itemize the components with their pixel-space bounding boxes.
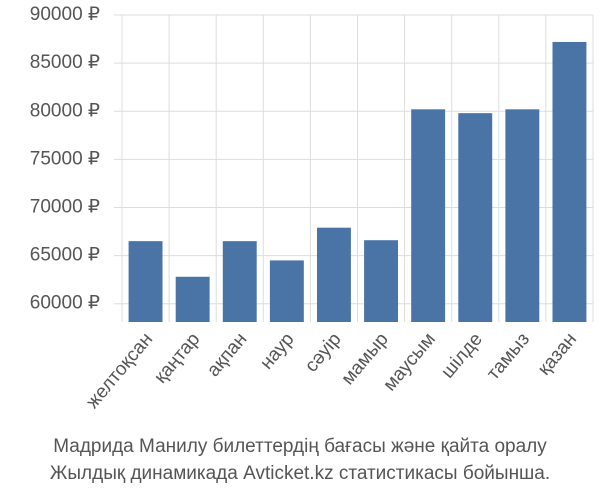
x-tick-label: сәуір (301, 329, 346, 376)
bar (175, 276, 210, 322)
bar (505, 109, 540, 322)
bar (128, 241, 163, 322)
y-tick-label: 85000 ₽ (30, 52, 100, 73)
bar (458, 113, 493, 322)
x-tick-label: қазан (534, 329, 581, 380)
chart-title: Мадрида Манилу билеттердің бағасы және қ… (53, 436, 547, 457)
bar (269, 260, 304, 322)
x-tick-label: ақпан (203, 329, 251, 381)
y-tick-label: 60000 ₽ (30, 293, 100, 314)
y-tick-label: 65000 ₽ (30, 245, 100, 266)
bar (316, 227, 351, 322)
x-tick-label: қаңтар (150, 329, 204, 388)
x-tick-label: шілде (437, 329, 487, 383)
x-tick-label: тамыз (483, 329, 534, 384)
y-tick-label: 75000 ₽ (30, 148, 100, 169)
bar (411, 109, 446, 322)
x-tick-label: наур (256, 329, 298, 374)
bar (364, 240, 399, 322)
x-tick-label: желтоқсан (82, 329, 157, 413)
y-tick-label: 70000 ₽ (30, 196, 100, 217)
bar (222, 241, 257, 322)
bar (552, 41, 587, 322)
y-tick-label: 90000 ₽ (30, 4, 100, 25)
y-tick-label: 80000 ₽ (30, 100, 100, 121)
chart-subtitle: Жылдық динамикада Avticket.kz статистика… (50, 463, 550, 484)
